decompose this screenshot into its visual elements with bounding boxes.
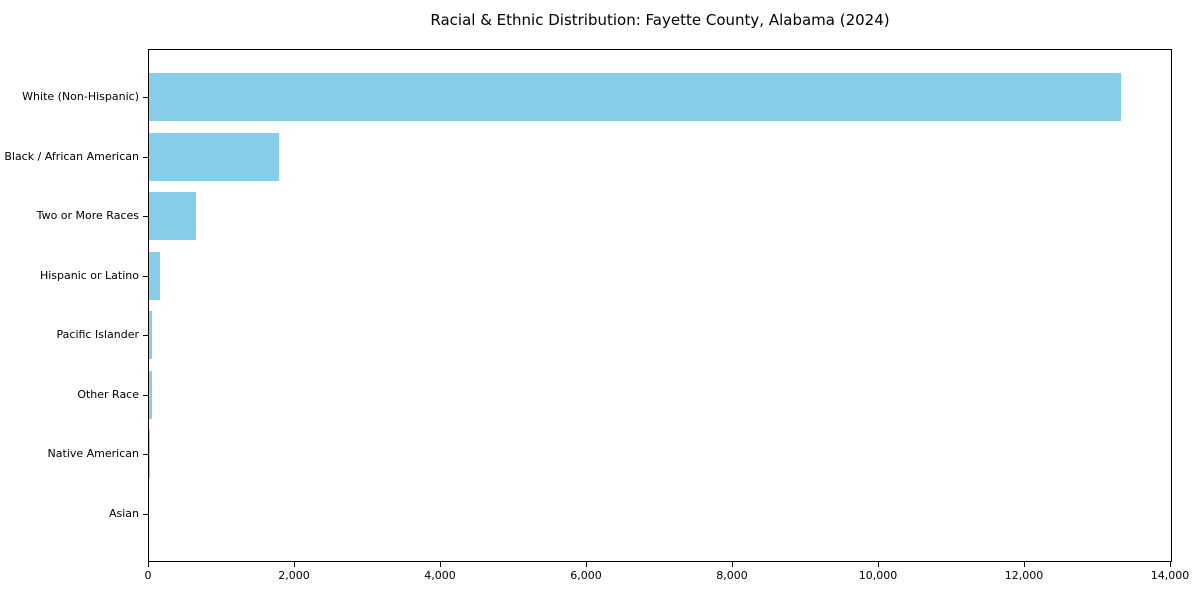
x-tick-mark — [732, 562, 733, 567]
y-tick-mark — [143, 216, 148, 217]
bar-hispanic-or-latino — [149, 252, 160, 300]
y-tick-label: Asian — [108, 507, 139, 520]
x-tick-mark — [440, 562, 441, 567]
y-tick-mark — [143, 514, 148, 515]
x-tick-label: 12,000 — [1004, 569, 1044, 582]
bar-pacific-islander — [149, 311, 152, 359]
bar-black-african-american — [149, 133, 279, 181]
y-tick-label: Two or More Races — [36, 209, 139, 222]
bar-native-american — [149, 430, 150, 478]
x-tick-label: 8,000 — [716, 569, 748, 582]
bar-white-non-hispanic — [149, 73, 1121, 121]
bar-two-or-more-races — [149, 192, 196, 240]
y-tick-mark — [143, 276, 148, 277]
x-tick-mark — [294, 562, 295, 567]
x-tick-mark — [586, 562, 587, 567]
x-tick-label: 14,000 — [1150, 569, 1190, 582]
y-tick-mark — [143, 97, 148, 98]
x-tick-label: 10,000 — [858, 569, 898, 582]
x-tick-label: 2,000 — [278, 569, 310, 582]
bar-other-race — [149, 371, 152, 419]
y-tick-mark — [143, 335, 148, 336]
x-tick-label: 0 — [144, 569, 152, 582]
y-tick-label: Native American — [47, 447, 139, 460]
y-tick-label: White (Non-Hispanic) — [22, 90, 139, 103]
chart-title: Racial & Ethnic Distribution: Fayette Co… — [430, 11, 890, 29]
y-tick-mark — [143, 395, 148, 396]
x-tick-label: 4,000 — [424, 569, 456, 582]
x-tick-mark — [1170, 562, 1171, 567]
x-tick-mark — [878, 562, 879, 567]
x-tick-mark — [1024, 562, 1025, 567]
y-tick-label: Hispanic or Latino — [39, 269, 139, 282]
y-tick-label: Pacific Islander — [56, 328, 139, 341]
y-tick-label: Black / African American — [4, 150, 139, 163]
y-tick-label: Other Race — [77, 388, 139, 401]
plot-area — [148, 49, 1172, 562]
y-tick-mark — [143, 157, 148, 158]
y-tick-mark — [143, 454, 148, 455]
x-tick-label: 6,000 — [570, 569, 602, 582]
x-tick-mark — [148, 562, 149, 567]
